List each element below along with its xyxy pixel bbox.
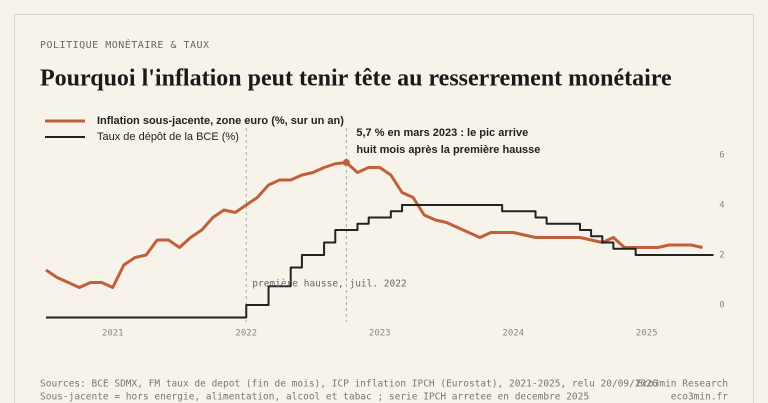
x-tick-label: 2023 (369, 329, 391, 339)
y-tick-label: 2 (719, 251, 724, 261)
annotation-text: première hausse, juil. 2022 (252, 279, 406, 290)
legend-label: Taux de dépôt de la BCE (%) (97, 131, 239, 143)
chart-title: Pourquoi l'inflation peut tenir tête au … (40, 66, 672, 92)
peak-dot (342, 159, 350, 166)
kicker: POLITIQUE MONÉTAIRE & TAUX (40, 38, 210, 51)
series-line (46, 204, 714, 319)
x-tick-label: 2021 (102, 329, 124, 339)
annotation-text: huit mois après la première hausse (356, 144, 540, 156)
series-line (45, 161, 703, 289)
footer-brand: Eco3min Research (636, 379, 728, 390)
legend-label: Inflation sous-jacente, zone euro (%, su… (97, 115, 344, 127)
y-tick-label: 4 (719, 201, 724, 211)
x-tick-label: 2022 (235, 329, 257, 339)
x-tick-label: 2025 (636, 329, 658, 339)
y-tick-label: 0 (719, 301, 724, 311)
annotation-text: 5,7 % en mars 2023 : le pic arrive (356, 127, 528, 139)
footer-note: Sous-jacente = hors energie, alimentatio… (40, 392, 589, 403)
x-tick-label: 2024 (502, 329, 524, 339)
y-tick-label: 6 (719, 151, 724, 161)
footer-brand: eco3min.fr (671, 392, 728, 403)
footer-note: Sources: BCE SDMX, FM taux de depot (fin… (40, 379, 658, 390)
frame (14, 14, 754, 403)
